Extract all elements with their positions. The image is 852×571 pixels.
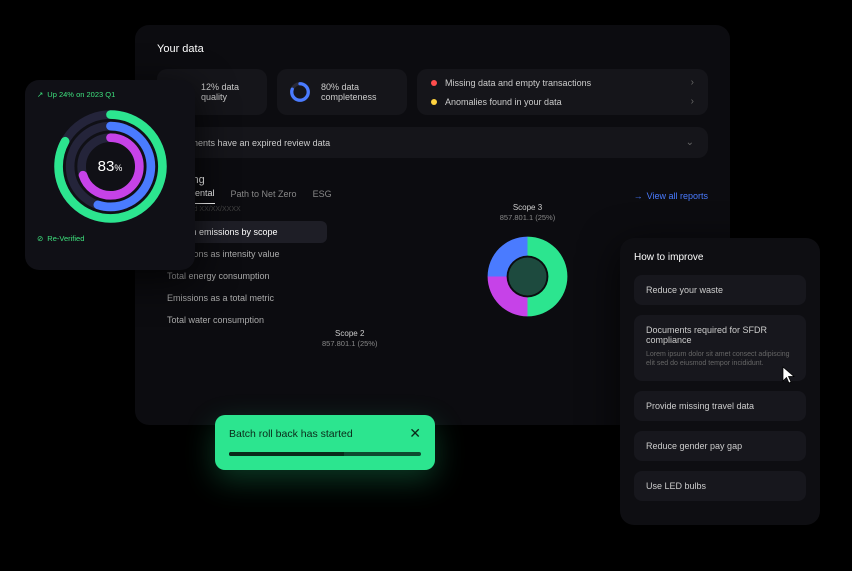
toast-progress-track	[229, 452, 421, 456]
chevron-right-icon: ›	[691, 96, 694, 107]
improve-item[interactable]: Use LED bulbs	[634, 471, 806, 501]
improve-item[interactable]: Documents required for SFDR compliance Lo…	[634, 315, 806, 381]
completeness-donut-icon	[289, 81, 311, 103]
completeness-label: 80% data completeness	[321, 82, 395, 102]
improve-heading: How to improve	[634, 252, 806, 263]
report-item[interactable]: Emissions as a total metric	[157, 287, 327, 309]
your-data-heading: Your data	[157, 43, 708, 55]
gauge-verified-text: ⊘ Re-Verified	[37, 234, 183, 243]
close-icon[interactable]: ✕	[409, 425, 421, 442]
gauge-trend-text: ↗ Up 24% on 2023 Q1	[37, 90, 183, 99]
toast-progress-fill	[229, 452, 344, 456]
chevron-right-icon: ›	[691, 77, 694, 88]
check-circle-icon: ⊘	[37, 234, 43, 243]
improve-item[interactable]: Reduce your waste	[634, 275, 806, 305]
improve-item-label: Use LED bulbs	[646, 481, 794, 491]
alert-dot-yellow-icon	[431, 99, 437, 105]
tab-esg[interactable]: ESG	[313, 189, 332, 204]
alert-text: Anomalies found in your data	[445, 97, 562, 107]
quality-label: 12% data quality	[201, 82, 255, 102]
scope2-label: Scope 2 857.801.1 (25%)	[322, 329, 377, 349]
toast-text: Batch roll back has started	[229, 428, 353, 440]
cards-row: 12% data quality 80% data completeness M…	[157, 69, 708, 115]
scope-pie-chart	[480, 229, 575, 324]
scope3-label: Scope 3 857.801.1 (25%)	[500, 203, 555, 223]
cursor-icon	[782, 366, 796, 384]
improve-list: Reduce your waste Documents required for …	[634, 275, 806, 501]
improve-item-label: Documents required for SFDR compliance	[646, 325, 794, 345]
expired-documents-row[interactable]: documents have an expired review data ⌄	[157, 127, 708, 158]
report-item[interactable]: Total water consumption	[157, 309, 327, 331]
view-all-reports-link[interactable]: → View all reports	[634, 191, 708, 201]
improve-item-label: Provide missing travel data	[646, 401, 794, 411]
alert-text: Missing data and empty transactions	[445, 78, 591, 88]
alert-missing-data[interactable]: Missing data and empty transactions ›	[431, 77, 694, 88]
how-to-improve-panel: How to improve Reduce your waste Document…	[620, 238, 820, 525]
arrow-up-icon: ↗	[37, 90, 43, 99]
improve-item-label: Reduce gender pay gap	[646, 441, 794, 451]
alert-dot-red-icon	[431, 80, 437, 86]
gauge-value: 83%	[98, 158, 123, 175]
reporting-tabs: EnvironmentalPath to Net ZeroESG→ View a…	[157, 188, 708, 204]
improve-item[interactable]: Provide missing travel data	[634, 391, 806, 421]
toast-row: Batch roll back has started ✕	[229, 425, 421, 442]
improve-item-label: Reduce your waste	[646, 285, 794, 295]
arrow-right-icon: →	[634, 191, 643, 201]
score-gauge-card: ↗ Up 24% on 2023 Q1 83% ⊘ Re-Verified	[25, 80, 195, 270]
chevron-down-icon: ⌄	[686, 137, 694, 148]
last-updated-text: Last updated XX/XX/XXXX	[157, 206, 708, 213]
improve-item-sub: Lorem ipsum dolor sit amet consect adipi…	[646, 350, 794, 369]
alerts-card: Missing data and empty transactions › An…	[417, 69, 708, 115]
tab-path-to-net-zero[interactable]: Path to Net Zero	[231, 189, 297, 204]
gauge-wrap: 83%	[37, 99, 183, 234]
improve-item[interactable]: Reduce gender pay gap	[634, 431, 806, 461]
reporting-heading: Reporting	[157, 174, 708, 186]
data-completeness-card[interactable]: 80% data completeness	[277, 69, 407, 115]
alert-anomalies[interactable]: Anomalies found in your data ›	[431, 96, 694, 107]
rollback-toast: Batch roll back has started ✕	[215, 415, 435, 470]
